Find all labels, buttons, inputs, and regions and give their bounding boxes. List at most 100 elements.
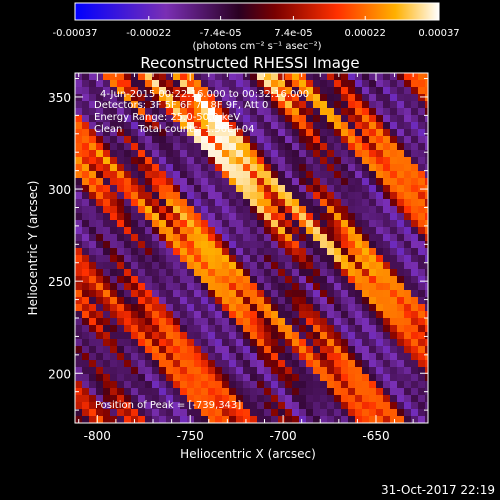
heatmap-cell <box>376 87 384 95</box>
heatmap-cell <box>313 101 321 109</box>
heatmap-cell <box>208 164 216 172</box>
heatmap-cell <box>306 234 314 242</box>
heatmap-cell <box>411 122 419 130</box>
heatmap-cell <box>404 367 412 375</box>
heatmap-cell <box>82 199 90 207</box>
heatmap-cell <box>166 80 174 88</box>
heatmap-cell <box>278 199 286 207</box>
heatmap-cell <box>138 80 146 88</box>
heatmap-cell <box>166 332 174 340</box>
heatmap-cell <box>194 409 202 417</box>
heatmap-cell <box>411 255 419 263</box>
heatmap-cell <box>243 255 251 263</box>
heatmap-cell <box>425 332 428 340</box>
heatmap-cell <box>376 129 384 137</box>
heatmap-cell <box>131 304 139 312</box>
heatmap-cell <box>292 192 300 200</box>
heatmap-cell <box>243 101 251 109</box>
heatmap-cell <box>404 283 412 291</box>
heatmap-cell <box>124 332 132 340</box>
heatmap-cell <box>222 94 230 102</box>
heatmap-cell <box>145 227 153 235</box>
heatmap-cell <box>257 122 265 130</box>
heatmap-cell <box>313 416 321 423</box>
heatmap-cell <box>131 199 139 207</box>
heatmap-cell <box>404 115 412 123</box>
heatmap-cell <box>341 129 349 137</box>
heatmap-cell <box>327 227 335 235</box>
heatmap-cell <box>103 73 111 81</box>
heatmap-cell <box>397 80 405 88</box>
heatmap-cell <box>397 311 405 319</box>
heatmap-cell <box>264 297 272 305</box>
heatmap-cell <box>96 143 104 151</box>
heatmap-cell <box>250 381 258 389</box>
heatmap-cell <box>411 304 419 312</box>
heatmap-cell <box>264 80 272 88</box>
heatmap-cell <box>110 185 118 193</box>
heatmap-cell <box>243 150 251 158</box>
heatmap-cell <box>306 87 314 95</box>
heatmap-cell <box>131 318 139 326</box>
heatmap-cell <box>425 283 428 291</box>
heatmap-cell <box>376 353 384 361</box>
heatmap-cell <box>236 164 244 172</box>
heatmap-cell <box>362 304 370 312</box>
heatmap-cell <box>362 108 370 116</box>
heatmap-cell <box>96 234 104 242</box>
heatmap-cell <box>390 367 398 375</box>
heatmap-cell <box>236 248 244 256</box>
heatmap-cell <box>145 199 153 207</box>
heatmap-cell <box>201 353 209 361</box>
heatmap-cell <box>348 311 356 319</box>
heatmap-cell <box>348 220 356 228</box>
heatmap-cell <box>166 143 174 151</box>
heatmap-cell <box>96 381 104 389</box>
heatmap-cell <box>348 185 356 193</box>
heatmap-cell <box>285 115 293 123</box>
heatmap-cell <box>390 325 398 333</box>
heatmap-cell <box>376 395 384 403</box>
heatmap-cell <box>117 353 125 361</box>
heatmap-cell <box>243 311 251 319</box>
heatmap-cell <box>124 164 132 172</box>
heatmap-cell <box>145 185 153 193</box>
heatmap-cell <box>383 157 391 165</box>
heatmap-cell <box>138 164 146 172</box>
heatmap-cell <box>173 332 181 340</box>
heatmap-cell <box>222 367 230 375</box>
heatmap-cell <box>222 129 230 137</box>
heatmap-cell <box>110 360 118 368</box>
heatmap-cell <box>257 325 265 333</box>
heatmap-cell <box>383 101 391 109</box>
heatmap-cell <box>257 409 265 417</box>
heatmap-cell <box>418 108 426 116</box>
heatmap-cell <box>131 353 139 361</box>
heatmap-cell <box>103 346 111 354</box>
heatmap-cell <box>271 199 279 207</box>
heatmap-cell <box>236 94 244 102</box>
heatmap-cell <box>89 199 97 207</box>
heatmap-cell <box>250 353 258 361</box>
heatmap-cell <box>243 360 251 368</box>
heatmap-cell <box>418 171 426 179</box>
heatmap-cell <box>397 339 405 347</box>
heatmap-cell <box>369 80 377 88</box>
heatmap-cell <box>383 276 391 284</box>
heatmap-cell <box>250 388 258 396</box>
heatmap-cell <box>117 395 125 403</box>
heatmap-cell <box>166 276 174 284</box>
heatmap-cell <box>313 192 321 200</box>
heatmap-cell <box>362 136 370 144</box>
heatmap-cell <box>236 311 244 319</box>
heatmap-cell <box>75 381 83 389</box>
heatmap-cell <box>341 325 349 333</box>
heatmap-cell <box>355 206 363 214</box>
heatmap-cell <box>236 402 244 410</box>
heatmap-cell <box>264 136 272 144</box>
heatmap-cell <box>236 262 244 270</box>
heatmap-cell <box>369 199 377 207</box>
heatmap-cell <box>411 171 419 179</box>
heatmap-cell <box>299 402 307 410</box>
heatmap-cell <box>222 136 230 144</box>
